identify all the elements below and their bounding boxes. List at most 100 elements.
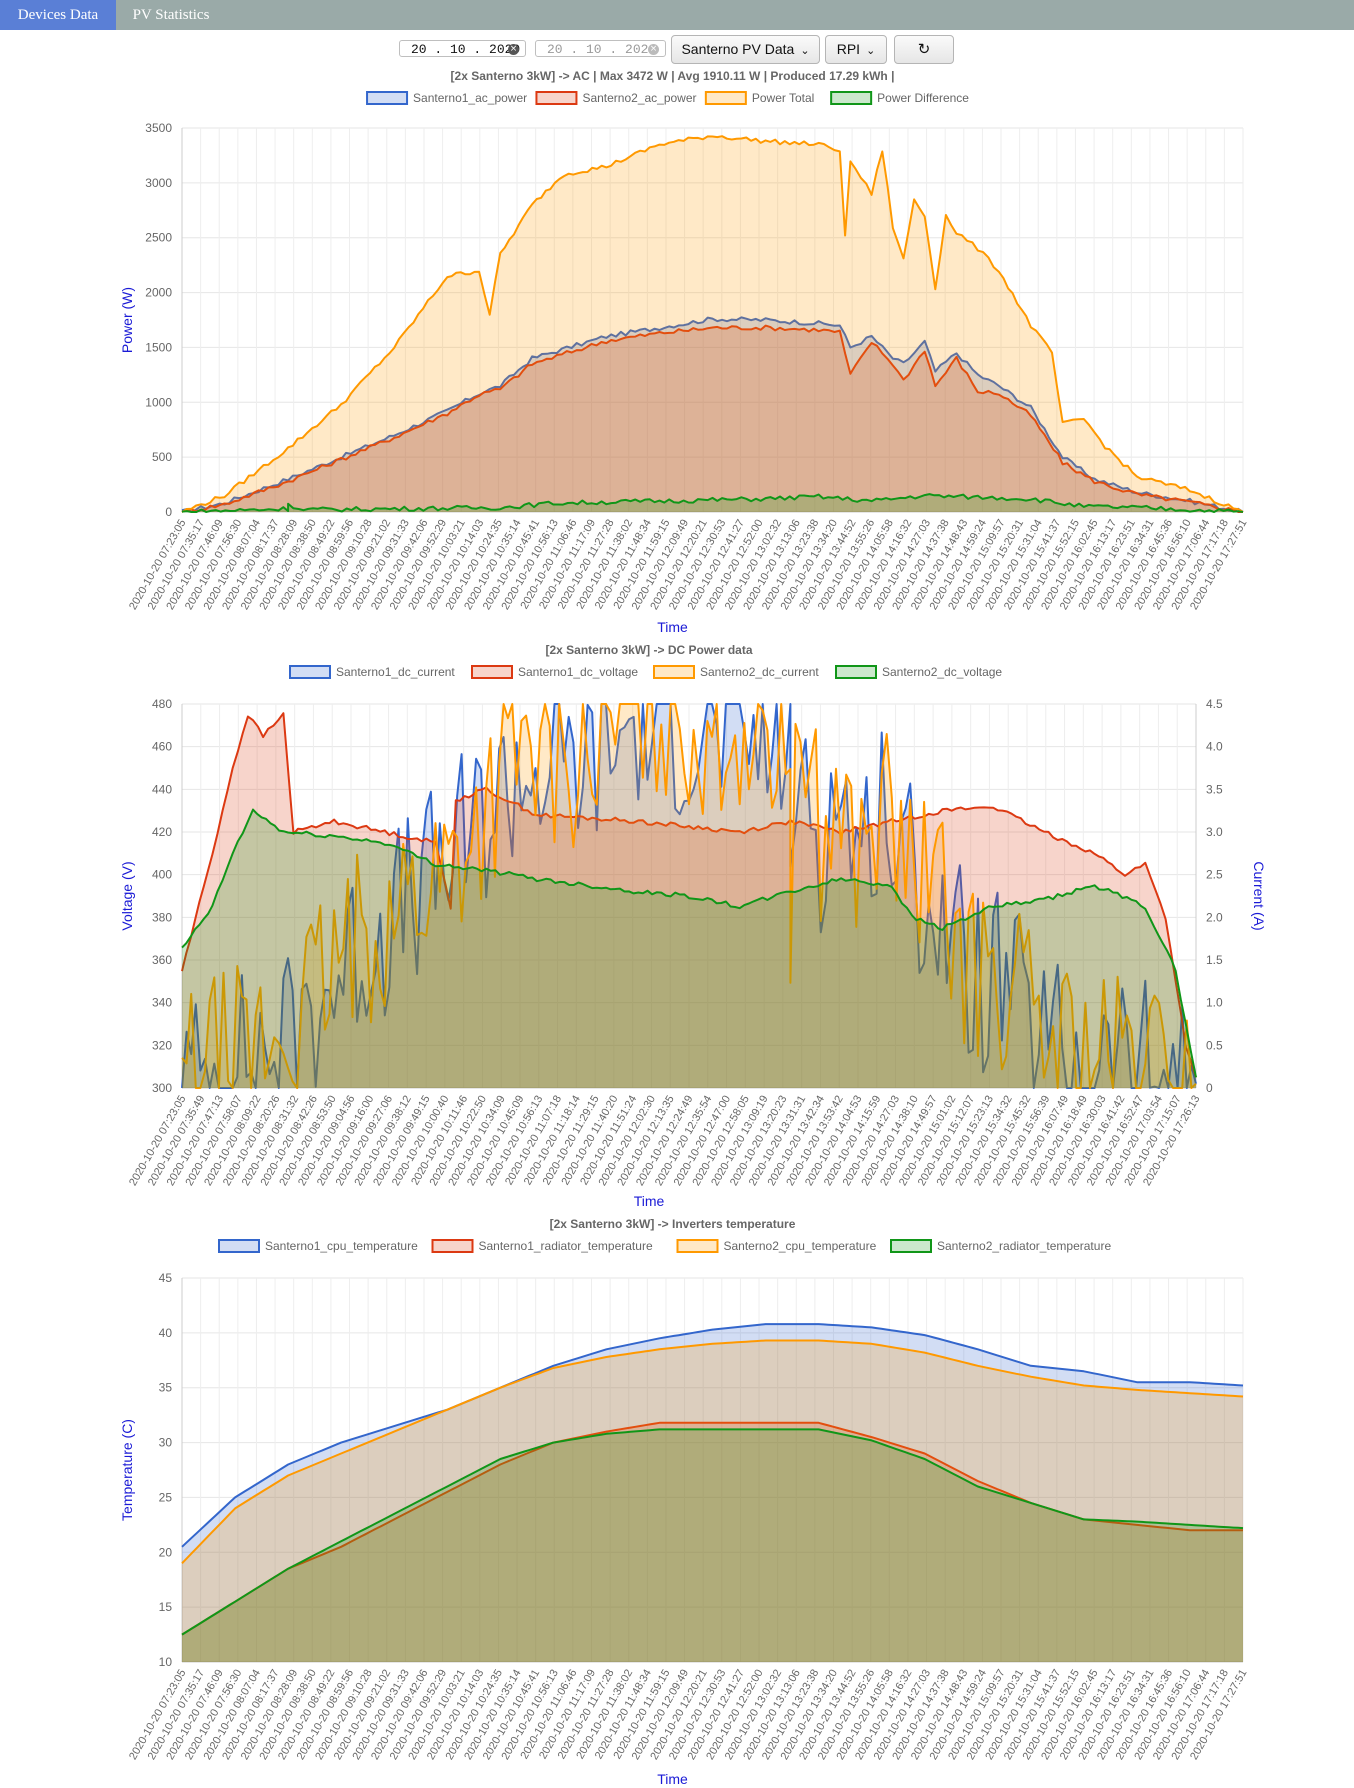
y-tick-label: 380 bbox=[152, 910, 172, 924]
chart-svg: [2x Santerno 3kW] -> AC | Max 3472 W | A… bbox=[119, 69, 1250, 635]
legend-swatch bbox=[704, 91, 747, 105]
legend-label: Santerno1_radiator_temperature bbox=[479, 1239, 653, 1253]
series-line-santerno1-ac-power bbox=[181, 316, 1244, 513]
y2-tick-label: 1.5 bbox=[1206, 953, 1223, 967]
legend-label: Santerno1_cpu_temperature bbox=[265, 1239, 418, 1253]
tab-devices-data[interactable]: Devices Data bbox=[0, 0, 116, 30]
y-tick-label: 320 bbox=[152, 1038, 172, 1052]
y-tick-label: 360 bbox=[152, 953, 172, 967]
chart-svg: [2x Santerno 3kW] -> Inverters temperatu… bbox=[119, 1217, 1250, 1787]
clear-date-from-icon[interactable]: × bbox=[508, 44, 519, 55]
y2-tick-label: 3.5 bbox=[1206, 782, 1223, 796]
legend-label: Santerno1_ac_power bbox=[413, 91, 527, 105]
legend-swatch bbox=[830, 91, 873, 105]
y2-tick-label: 1.0 bbox=[1206, 996, 1223, 1010]
chevron-down-icon: ⌄ bbox=[866, 44, 876, 57]
series-area-power-total bbox=[182, 136, 1243, 512]
legend-swatch bbox=[835, 665, 877, 679]
series-line-santerno2-dc-voltage bbox=[181, 808, 1197, 1078]
y2-tick-label: 2.0 bbox=[1206, 910, 1223, 924]
y-tick-label: 300 bbox=[152, 1081, 172, 1095]
chart-svg: [2x Santerno 3kW] -> DC Power data Santer… bbox=[119, 643, 1267, 1209]
data-source-value: Santerno PV Data bbox=[681, 41, 795, 57]
legend-item-power-total[interactable]: Power Total bbox=[704, 91, 814, 105]
top-navigation: Devices Data PV Statistics bbox=[0, 0, 1354, 30]
y-axis-title: Voltage (V) bbox=[119, 861, 135, 930]
series-area-santerno2-cpu-temperature bbox=[182, 1340, 1243, 1662]
legend-label: Santerno1_dc_current bbox=[336, 665, 455, 679]
date-to-value: 20 . 10 . 2020 bbox=[547, 42, 657, 57]
y-tick-label: 1000 bbox=[145, 395, 172, 409]
refresh-icon: ↻ bbox=[917, 40, 931, 58]
x-axis-title: Time bbox=[634, 1193, 665, 1209]
series-area-santerno2-dc-current bbox=[182, 704, 1196, 1088]
series-area-power-difference bbox=[182, 494, 1243, 512]
legend-swatch bbox=[218, 1239, 260, 1253]
legend-item-santerno2-radiator-temperature[interactable]: Santerno2_radiator_temperature bbox=[890, 1239, 1111, 1253]
series-area-santerno1-dc-voltage bbox=[182, 713, 1196, 1088]
temperature-chart: [2x Santerno 3kW] -> Inverters temperatu… bbox=[0, 1214, 1354, 1788]
legend-item-santerno1-radiator-temperature[interactable]: Santerno1_radiator_temperature bbox=[431, 1239, 653, 1253]
legend-swatch bbox=[289, 665, 331, 679]
y-tick-label: 3000 bbox=[145, 176, 172, 190]
y-tick-label: 2000 bbox=[145, 286, 172, 300]
legend-label: Power Total bbox=[752, 91, 814, 105]
y-tick-label: 400 bbox=[152, 868, 172, 882]
y2-tick-label: 4.0 bbox=[1206, 740, 1223, 754]
chart-title: [2x Santerno 3kW] -> DC Power data bbox=[545, 643, 752, 657]
ac-power-chart: [2x Santerno 3kW] -> AC | Max 3472 W | A… bbox=[0, 68, 1354, 636]
legend-swatch bbox=[676, 1239, 719, 1253]
legend-item-power-difference[interactable]: Power Difference bbox=[830, 91, 969, 105]
chart-title: [2x Santerno 3kW] -> AC | Max 3472 W | A… bbox=[451, 69, 895, 83]
series-line-santerno1-dc-current bbox=[181, 703, 1197, 1089]
legend-label: Santerno1_dc_voltage bbox=[518, 665, 638, 679]
date-from-input[interactable]: 20 . 10 . 2020 × bbox=[399, 40, 526, 57]
series-area-santerno1-radiator-temperature bbox=[182, 1422, 1243, 1662]
legend-swatch bbox=[535, 91, 578, 105]
y-tick-label: 1500 bbox=[145, 340, 172, 354]
date-to-input[interactable]: 20 . 10 . 2020 × bbox=[535, 40, 666, 57]
series-line-santerno1-cpu-temperature bbox=[181, 1323, 1244, 1548]
y-tick-label: 440 bbox=[152, 782, 172, 796]
legend-label: Santerno2_cpu_temperature bbox=[724, 1239, 877, 1253]
y2-tick-label: 0.5 bbox=[1206, 1038, 1223, 1052]
y-tick-label: 3500 bbox=[145, 121, 172, 135]
y-tick-label: 15 bbox=[159, 1600, 173, 1614]
legend-item-santerno2-cpu-temperature[interactable]: Santerno2_cpu_temperature bbox=[676, 1239, 877, 1253]
y-tick-label: 420 bbox=[152, 825, 172, 839]
legend-item-santerno2-dc-voltage[interactable]: Santerno2_dc_voltage bbox=[835, 665, 1002, 679]
y2-tick-label: 3.0 bbox=[1206, 825, 1223, 839]
series-area-santerno2-ac-power bbox=[182, 325, 1243, 512]
refresh-button[interactable]: ↻ bbox=[894, 35, 954, 64]
series-line-santerno2-dc-current bbox=[181, 703, 1197, 1089]
legend-item-santerno1-ac-power[interactable]: Santerno1_ac_power bbox=[366, 91, 527, 105]
legend-item-santerno2-dc-current[interactable]: Santerno2_dc_current bbox=[653, 665, 819, 679]
y2-tick-label: 0 bbox=[1206, 1081, 1213, 1095]
legend-item-santerno1-dc-voltage[interactable]: Santerno1_dc_voltage bbox=[471, 665, 638, 679]
series-line-santerno2-ac-power bbox=[181, 324, 1243, 513]
y-axis-title: Power (W) bbox=[119, 287, 135, 353]
y2-tick-label: 2.5 bbox=[1206, 868, 1223, 882]
y-tick-label: 45 bbox=[159, 1271, 173, 1285]
y2-tick-label: 4.5 bbox=[1206, 697, 1223, 711]
tab-pv-statistics[interactable]: PV Statistics bbox=[132, 7, 210, 23]
legend-label: Santerno2_dc_voltage bbox=[882, 665, 1002, 679]
device-select[interactable]: RPI ⌄ bbox=[825, 35, 887, 64]
legend-label: Santerno2_ac_power bbox=[582, 91, 696, 105]
x-axis-title: Time bbox=[657, 1771, 688, 1787]
y-tick-label: 480 bbox=[152, 697, 172, 711]
y-tick-label: 500 bbox=[152, 450, 172, 464]
legend-swatch bbox=[366, 91, 409, 105]
legend-item-santerno2-ac-power[interactable]: Santerno2_ac_power bbox=[535, 91, 697, 105]
chevron-down-icon: ⌄ bbox=[800, 44, 810, 57]
legend-swatch bbox=[890, 1239, 932, 1253]
series-line-santerno2-cpu-temperature bbox=[181, 1339, 1244, 1564]
clear-date-to-icon[interactable]: × bbox=[648, 44, 659, 55]
chart-title: [2x Santerno 3kW] -> Inverters temperatu… bbox=[550, 1217, 796, 1231]
data-source-select[interactable]: Santerno PV Data ⌄ bbox=[671, 35, 820, 64]
legend-item-santerno1-dc-current[interactable]: Santerno1_dc_current bbox=[289, 665, 455, 679]
legend-label: Power Difference bbox=[877, 91, 969, 105]
y-tick-label: 30 bbox=[159, 1436, 173, 1450]
legend-item-santerno1-cpu-temperature[interactable]: Santerno1_cpu_temperature bbox=[218, 1239, 418, 1253]
legend-swatch bbox=[471, 665, 513, 679]
